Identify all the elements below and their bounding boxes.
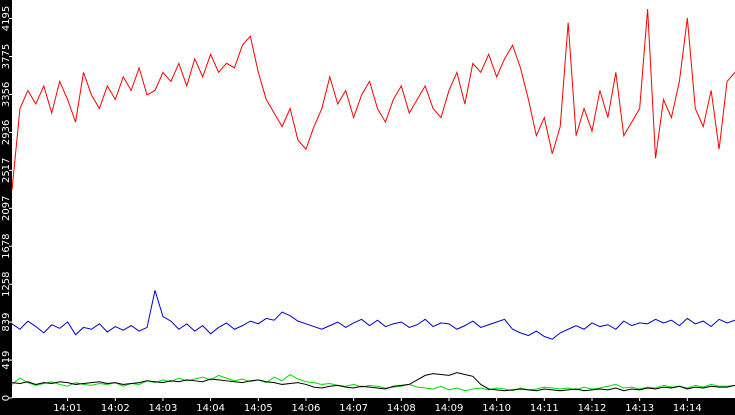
y-tick-label: 419: [1, 351, 12, 370]
series-line: [11, 290, 735, 340]
x-tick-label: 14:02: [101, 403, 130, 414]
x-tick-label: 14:13: [625, 403, 654, 414]
y-tick-label: 1678: [1, 233, 12, 258]
series-line: [11, 9, 735, 191]
y-tick-label: 4195: [1, 6, 12, 31]
y-axis-strip: [0, 0, 12, 415]
y-tick-label: 839: [1, 313, 12, 332]
x-tick-label: 14:01: [53, 403, 82, 414]
x-tick-label: 14:11: [530, 403, 559, 414]
y-tick-label: 2517: [1, 158, 12, 183]
y-tick-label: 1258: [1, 271, 12, 296]
x-tick-label: 14:03: [149, 403, 178, 414]
x-tick-label: 14:12: [578, 403, 607, 414]
x-tick-label: 14:05: [244, 403, 273, 414]
x-tick-label: 14:06: [292, 403, 321, 414]
x-tick-label: 14:04: [196, 403, 225, 414]
x-tick-label: 14:10: [482, 403, 511, 414]
series-line: [11, 372, 735, 392]
y-tick-label: 3356: [1, 82, 12, 107]
x-tick-label: 14:08: [387, 403, 416, 414]
x-tick-label: 14:07: [339, 403, 368, 414]
y-tick-label: 0: [1, 395, 12, 401]
y-tick-label: 2936: [1, 120, 12, 145]
y-tick-label: 3775: [1, 44, 12, 69]
y-tick-label: 2097: [1, 196, 12, 221]
x-axis-strip: [0, 398, 735, 415]
x-tick-label: 14:09: [435, 403, 464, 414]
x-tick-label: 14:14: [673, 403, 702, 414]
